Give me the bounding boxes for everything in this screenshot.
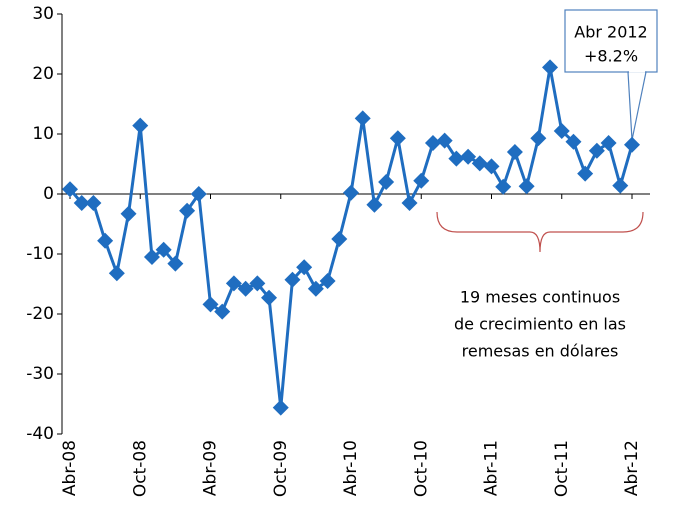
- brace-note: de crecimiento en las: [454, 315, 626, 334]
- point-marker: [214, 303, 231, 320]
- x-tick-label: Oct-11: [552, 440, 572, 497]
- point-marker: [167, 255, 184, 272]
- point-marker: [401, 195, 418, 211]
- y-tick-label: 20: [32, 64, 54, 84]
- point-marker: [495, 178, 512, 195]
- point-marker: [155, 241, 172, 258]
- point-marker: [307, 280, 324, 297]
- point-marker: [366, 196, 383, 213]
- point-marker: [237, 280, 254, 297]
- x-tick-label: Oct-09: [271, 440, 291, 497]
- point-marker: [460, 148, 477, 165]
- y-tick-label: 0: [43, 184, 54, 204]
- point-marker: [143, 249, 160, 265]
- point-marker: [436, 132, 453, 149]
- brace: [436, 211, 644, 253]
- x-tick-label: Oct-10: [411, 440, 431, 497]
- brace-note: remesas en dólares: [462, 342, 619, 361]
- x-tick-label: Abr-11: [482, 440, 502, 496]
- point-marker: [202, 296, 219, 313]
- callout-pointer: [627, 71, 647, 141]
- point-marker: [413, 172, 430, 189]
- point-marker: [471, 155, 488, 172]
- point-marker: [588, 142, 605, 159]
- point-marker: [179, 202, 196, 219]
- point-marker: [62, 181, 78, 198]
- point-marker: [389, 130, 406, 147]
- point-marker: [448, 150, 465, 167]
- point-marker: [296, 259, 313, 276]
- x-tick-label: Abr-09: [201, 440, 221, 496]
- point-marker: [132, 117, 149, 134]
- x-tick-label: Abr-12: [622, 440, 642, 496]
- point-marker: [354, 110, 371, 127]
- point-marker: [553, 123, 570, 139]
- point-marker: [483, 158, 500, 175]
- x-tick-label: Abr-10: [341, 440, 361, 496]
- point-marker: [120, 205, 137, 222]
- point-marker: [225, 275, 242, 292]
- y-tick-label: -10: [26, 244, 54, 264]
- point-marker: [600, 135, 617, 151]
- callout-text: +8.2%: [584, 47, 638, 66]
- point-marker: [331, 231, 348, 247]
- point-marker: [108, 265, 125, 282]
- y-tick-label: -20: [26, 304, 54, 324]
- point-marker: [424, 135, 441, 151]
- point-marker: [624, 136, 640, 153]
- y-tick-label: 10: [32, 124, 54, 144]
- y-tick-label: 30: [32, 4, 54, 24]
- point-marker: [565, 133, 582, 150]
- point-marker: [73, 195, 90, 211]
- point-marker: [518, 178, 535, 195]
- y-tick-label: -40: [26, 424, 54, 444]
- x-tick-label: Abr-08: [60, 440, 80, 496]
- point-marker: [378, 174, 395, 190]
- point-marker: [577, 165, 594, 182]
- point-marker: [261, 289, 278, 306]
- point-marker: [190, 186, 207, 202]
- brace-note: 19 meses continuos: [460, 288, 620, 307]
- point-marker: [284, 271, 301, 288]
- callout-text: Abr 2012: [574, 23, 647, 42]
- x-tick-label: Oct-08: [130, 440, 150, 497]
- point-marker: [542, 59, 559, 76]
- point-marker: [530, 130, 547, 147]
- point-marker: [319, 273, 336, 289]
- point-marker: [506, 144, 523, 160]
- callout-box: [564, 9, 658, 73]
- point-marker: [612, 177, 629, 194]
- point-marker: [97, 232, 114, 249]
- point-marker: [272, 399, 289, 416]
- point-marker: [85, 195, 102, 211]
- point-marker: [249, 275, 266, 292]
- y-tick-label: -30: [26, 364, 54, 384]
- point-marker: [343, 184, 359, 201]
